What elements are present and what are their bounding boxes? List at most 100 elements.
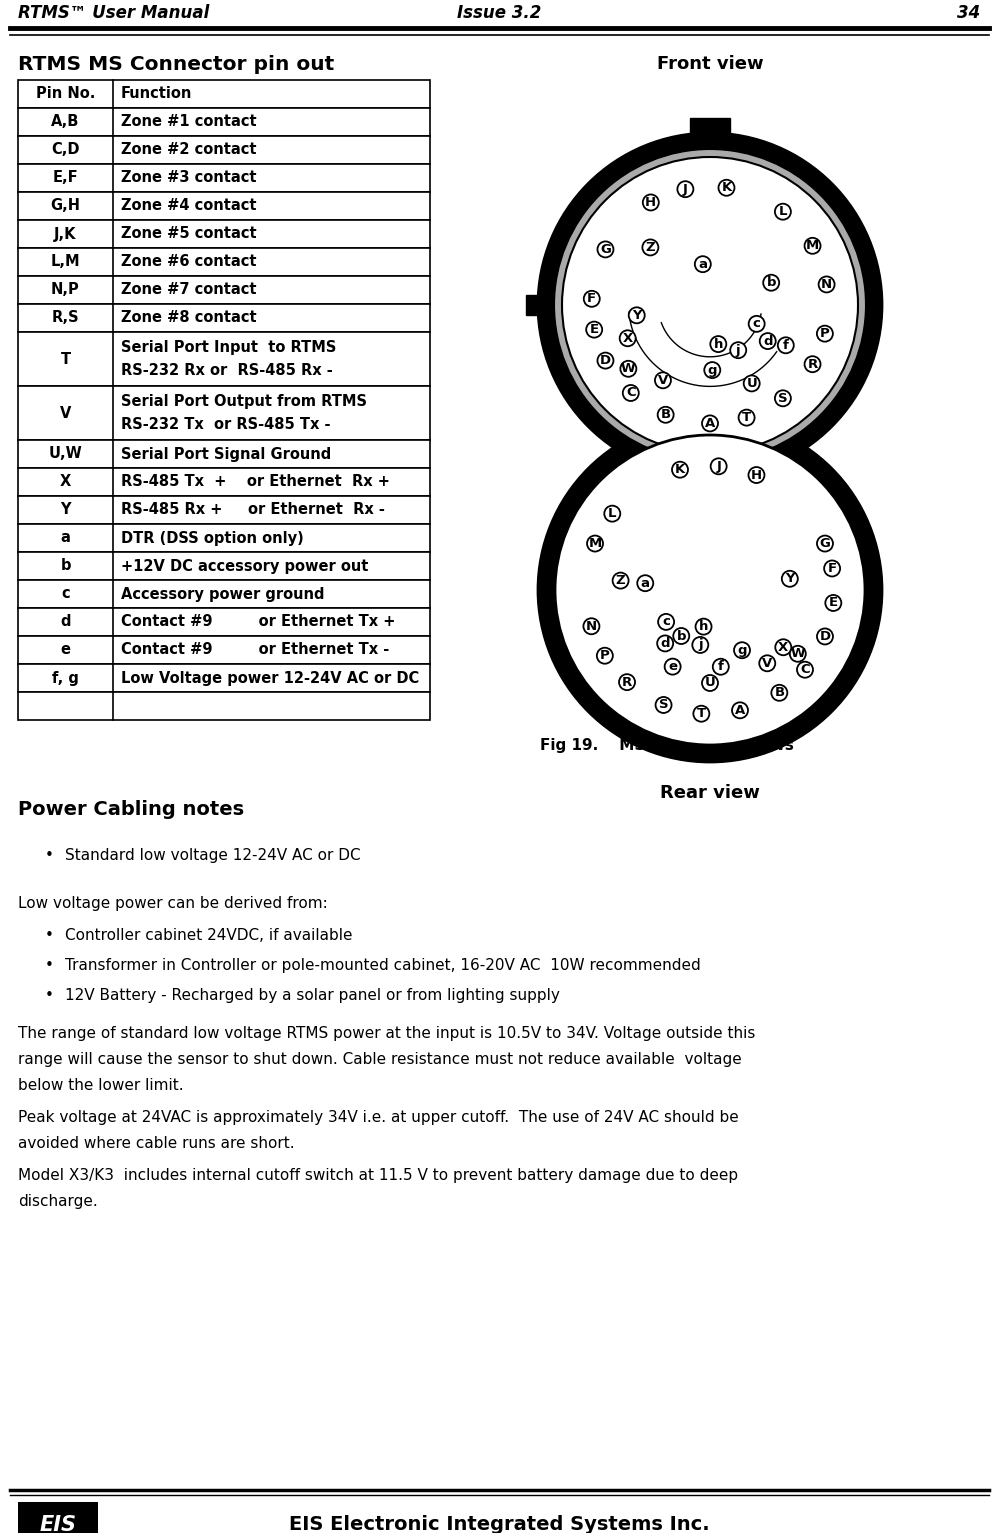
Bar [18, 304, 430, 333]
Text: c: c [752, 317, 760, 330]
Circle shape [587, 535, 603, 552]
Circle shape [657, 636, 673, 652]
Circle shape [704, 362, 720, 379]
Text: R: R [807, 357, 817, 371]
Circle shape [677, 181, 693, 198]
Circle shape [817, 325, 833, 342]
Text: Contact #9         or Ethernet Tx +: Contact #9 or Ethernet Tx + [121, 615, 396, 630]
Text: f, g: f, g [52, 670, 79, 685]
Circle shape [702, 675, 718, 691]
Text: Accessory power ground: Accessory power ground [121, 587, 325, 601]
Text: 34: 34 [957, 5, 980, 21]
Circle shape [790, 645, 806, 662]
Circle shape [732, 702, 748, 719]
Circle shape [743, 376, 759, 391]
Text: RS-485 Tx  +    or Ethernet  Rx +: RS-485 Tx + or Ethernet Rx + [121, 475, 390, 489]
Text: G,H: G,H [51, 198, 81, 213]
Text: W: W [621, 362, 635, 376]
Text: E: E [589, 323, 598, 336]
Text: S: S [778, 392, 787, 405]
Circle shape [586, 322, 602, 337]
Text: Front view: Front view [656, 55, 763, 74]
Circle shape [759, 655, 775, 671]
Circle shape [748, 316, 764, 331]
Text: G: G [600, 242, 611, 256]
Circle shape [658, 613, 674, 630]
Circle shape [628, 307, 644, 323]
Text: RS-232 Tx  or RS-485 Tx -: RS-232 Tx or RS-485 Tx - [121, 417, 331, 432]
Text: d: d [763, 334, 772, 348]
Text: U: U [704, 676, 715, 690]
Circle shape [693, 705, 709, 722]
Text: e: e [668, 661, 677, 673]
Text: F: F [827, 563, 837, 575]
Text: Contact #9         or Ethernet Tx -: Contact #9 or Ethernet Tx - [121, 642, 390, 658]
Text: Z: Z [615, 573, 625, 587]
Text: Low Voltage power 12-24V AC or DC: Low Voltage power 12-24V AC or DC [121, 670, 420, 685]
Text: V: V [657, 374, 668, 386]
Circle shape [538, 419, 882, 762]
Text: Zone #4 contact: Zone #4 contact [121, 198, 257, 213]
Text: D: D [599, 354, 611, 366]
Circle shape [825, 595, 841, 612]
Text: d: d [60, 615, 71, 630]
Circle shape [583, 291, 599, 307]
Text: Issue 3.2: Issue 3.2 [457, 5, 541, 21]
Text: Peak voltage at 24VAC is approximately 34V i.e. at upper cutoff.  The use of 24V: Peak voltage at 24VAC is approximately 3… [18, 1110, 738, 1125]
Text: •: • [45, 848, 54, 863]
Bar [18, 386, 430, 440]
Bar [18, 579, 430, 609]
Circle shape [538, 133, 882, 477]
Circle shape [554, 149, 866, 461]
Circle shape [817, 535, 833, 552]
Text: a: a [61, 530, 71, 546]
Bar [690, 118, 730, 136]
Text: F: F [587, 293, 596, 305]
Text: 12V Battery - Recharged by a solar panel or from lighting supply: 12V Battery - Recharged by a solar panel… [65, 987, 559, 1003]
Bar [18, 107, 430, 136]
Circle shape [637, 575, 653, 592]
Circle shape [604, 506, 620, 521]
Bar [18, 221, 430, 248]
Circle shape [763, 274, 779, 291]
Circle shape [759, 333, 776, 350]
Circle shape [712, 659, 729, 675]
Text: L: L [778, 205, 787, 218]
Circle shape [775, 204, 791, 219]
Text: b: b [676, 630, 686, 642]
Text: E,F: E,F [53, 170, 78, 185]
Text: Pin No.: Pin No. [36, 86, 95, 101]
Text: X: X [622, 331, 632, 345]
Text: a: a [698, 258, 707, 271]
Text: The range of standard low voltage RTMS power at the input is 10.5V to 34V. Volta: The range of standard low voltage RTMS p… [18, 1026, 755, 1041]
Circle shape [657, 406, 673, 423]
Text: H: H [645, 196, 656, 208]
Text: Standard low voltage 12-24V AC or DC: Standard low voltage 12-24V AC or DC [65, 848, 361, 863]
Circle shape [817, 629, 833, 644]
Circle shape [664, 659, 680, 675]
Text: K: K [675, 463, 685, 477]
Text: J: J [716, 460, 721, 472]
Bar [526, 294, 540, 314]
Text: Serial Port Input  to RTMS: Serial Port Input to RTMS [121, 340, 337, 354]
Text: Zone #5 contact: Zone #5 contact [121, 227, 257, 242]
Text: V: V [762, 656, 772, 670]
Circle shape [555, 435, 865, 745]
Text: RTMS™ User Manual: RTMS™ User Manual [18, 5, 210, 21]
Text: A: A [705, 417, 715, 429]
Circle shape [622, 385, 638, 402]
Text: T: T [742, 411, 751, 425]
Text: A: A [735, 704, 745, 717]
Text: T: T [696, 707, 706, 721]
Circle shape [673, 629, 689, 644]
Text: Power Cabling notes: Power Cabling notes [18, 800, 244, 819]
Text: V: V [60, 406, 71, 420]
Text: j: j [698, 638, 702, 652]
Text: D: D [819, 630, 830, 642]
Text: X: X [60, 475, 71, 489]
Circle shape [738, 409, 754, 426]
Circle shape [619, 330, 635, 346]
Text: Function: Function [121, 86, 193, 101]
Text: Model X3/K3  includes internal cutoff switch at 11.5 V to prevent battery damage: Model X3/K3 includes internal cutoff swi… [18, 1168, 738, 1183]
Text: Zone #3 contact: Zone #3 contact [121, 170, 257, 185]
